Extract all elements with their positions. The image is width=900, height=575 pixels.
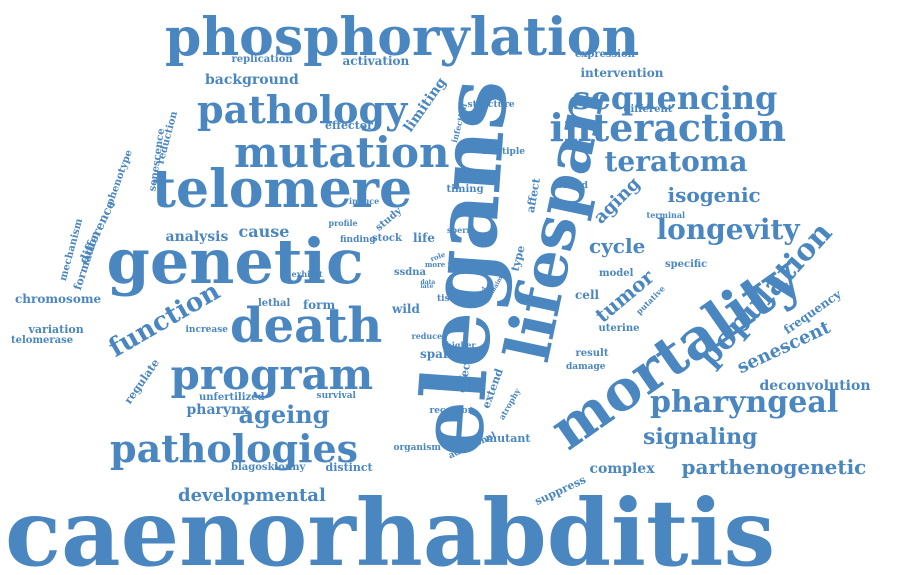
word: increase	[185, 324, 229, 335]
word: phenotype	[104, 148, 135, 208]
word: background	[205, 72, 299, 88]
word: tissue	[437, 293, 467, 304]
word: damage	[566, 361, 606, 372]
word: pathologies	[110, 426, 359, 471]
word: effector	[325, 118, 373, 132]
word: sequencing	[572, 79, 778, 117]
word: signaling	[643, 424, 758, 450]
word: cycle	[589, 234, 646, 258]
word: variation	[28, 322, 84, 336]
word: different	[623, 104, 673, 115]
word: william	[475, 267, 505, 277]
word: exhibit	[291, 269, 323, 279]
word: life	[413, 231, 435, 245]
word: organism	[393, 442, 441, 453]
word: form	[303, 298, 336, 312]
word: chromosome	[15, 292, 102, 306]
word: regulate	[121, 356, 163, 406]
word: wild	[392, 302, 420, 316]
word: lethal	[258, 298, 291, 309]
word: ssdna	[394, 267, 427, 278]
word: replication	[231, 54, 293, 65]
word: analysis	[165, 229, 229, 245]
word: genetic	[106, 225, 364, 298]
word: higher	[446, 340, 476, 350]
word: profile	[328, 218, 358, 228]
word: reduce	[411, 331, 443, 341]
word: pathology	[197, 87, 408, 132]
word: longevity	[656, 213, 800, 246]
word: caenorhabditis	[5, 479, 776, 575]
word: specific	[665, 259, 708, 270]
word: mutation	[234, 128, 450, 177]
word: model	[599, 268, 634, 279]
word: interaction	[549, 105, 787, 150]
word: blagosklonny	[231, 462, 306, 473]
word: pharyngeal	[650, 385, 839, 420]
word: pharynx	[186, 402, 250, 418]
word: parthenogenetic	[681, 455, 867, 479]
word: telomerase	[11, 335, 74, 346]
word: death	[230, 298, 383, 354]
word: deconvolution	[759, 378, 871, 394]
word: phosphorylation	[165, 7, 640, 68]
word: isogenic	[667, 183, 761, 207]
word: ageing	[238, 400, 330, 429]
word: unfertilized	[199, 392, 265, 403]
word: distinct	[325, 460, 373, 474]
word: late	[420, 283, 434, 290]
word: span	[420, 347, 452, 361]
word: developmental	[178, 485, 326, 506]
word: rate	[447, 258, 475, 272]
word: receptor	[429, 405, 473, 416]
word: multiple	[482, 146, 526, 157]
word: sperm	[447, 225, 475, 235]
word: expression	[575, 49, 635, 60]
word: complex	[589, 461, 655, 477]
word: activation	[342, 54, 410, 68]
word: cause	[238, 222, 290, 241]
word: teratoma	[604, 145, 748, 178]
word: telomere	[152, 159, 413, 220]
word: uterine	[598, 323, 640, 334]
word: data	[420, 279, 436, 286]
word: stock	[372, 233, 402, 244]
word: timing	[446, 184, 484, 195]
word: survival	[316, 390, 356, 401]
word: cell	[575, 288, 600, 302]
word: finding	[340, 234, 376, 245]
word: program	[170, 350, 374, 399]
word: intervention	[580, 66, 664, 80]
word: result	[575, 348, 609, 359]
word: steroid	[552, 180, 588, 191]
word: structure	[467, 99, 515, 110]
word: terminal	[646, 210, 686, 220]
word: more	[425, 259, 446, 269]
word: induce	[349, 196, 380, 206]
word: mutant	[485, 431, 531, 445]
